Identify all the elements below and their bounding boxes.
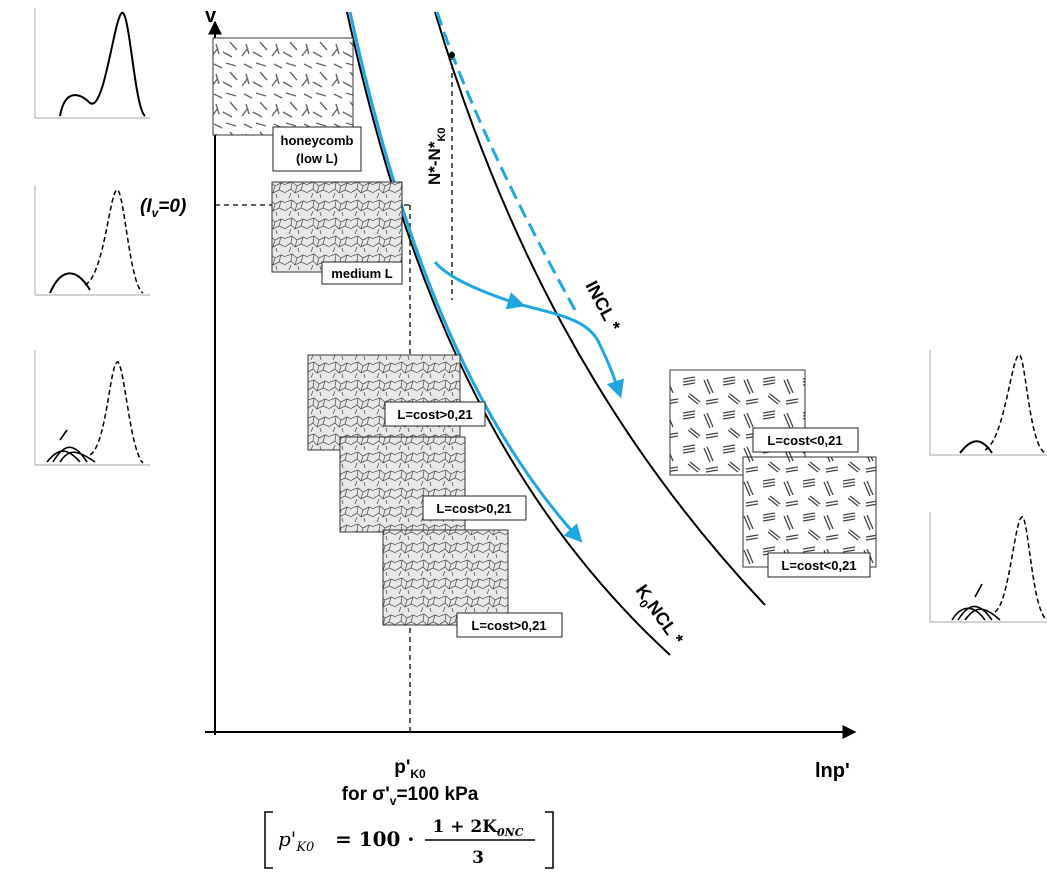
p-symbol: p'K0 xyxy=(394,757,426,781)
box-label: honeycomb xyxy=(281,133,354,148)
psd-plots xyxy=(35,8,1047,622)
box-label: L=cost<0,21 xyxy=(767,433,842,448)
box-label: medium L xyxy=(331,266,392,281)
incl-label: INCL * xyxy=(581,277,624,334)
formula-eq: = 100 · xyxy=(335,827,414,851)
micrographs xyxy=(213,38,876,625)
k0ncl-label: K0NCL * xyxy=(628,581,687,651)
box-label: L=cost>0,21 xyxy=(471,618,546,633)
box-label: L=cost>0,21 xyxy=(436,501,511,516)
formula-lhs: p'K0 xyxy=(278,827,314,855)
p-condition: for σ'v=100 kPa xyxy=(342,784,479,808)
formula-num: 1 + 2K0NC xyxy=(433,817,524,839)
formula-den: 3 xyxy=(472,848,484,868)
box-label: L=cost<0,21 xyxy=(781,558,856,573)
box-label: L=cost>0,21 xyxy=(397,407,472,422)
diagram: v lnp' (Iv=0) N*-N*K0 INCL * K0NCL * hon… xyxy=(0,0,1047,875)
formula: p'K0 = 100 · 1 + 2K0NC 3 xyxy=(265,812,553,868)
box-label: (low L) xyxy=(296,151,338,166)
x-label: lnp' xyxy=(815,760,850,782)
y-label: v xyxy=(205,5,217,27)
iv-label: (Iv=0) xyxy=(140,196,186,220)
pressure: p'K0 for σ'v=100 kPa xyxy=(342,757,479,808)
offset-label: N*-N*K0 xyxy=(425,127,448,185)
offset-dot xyxy=(449,52,455,58)
